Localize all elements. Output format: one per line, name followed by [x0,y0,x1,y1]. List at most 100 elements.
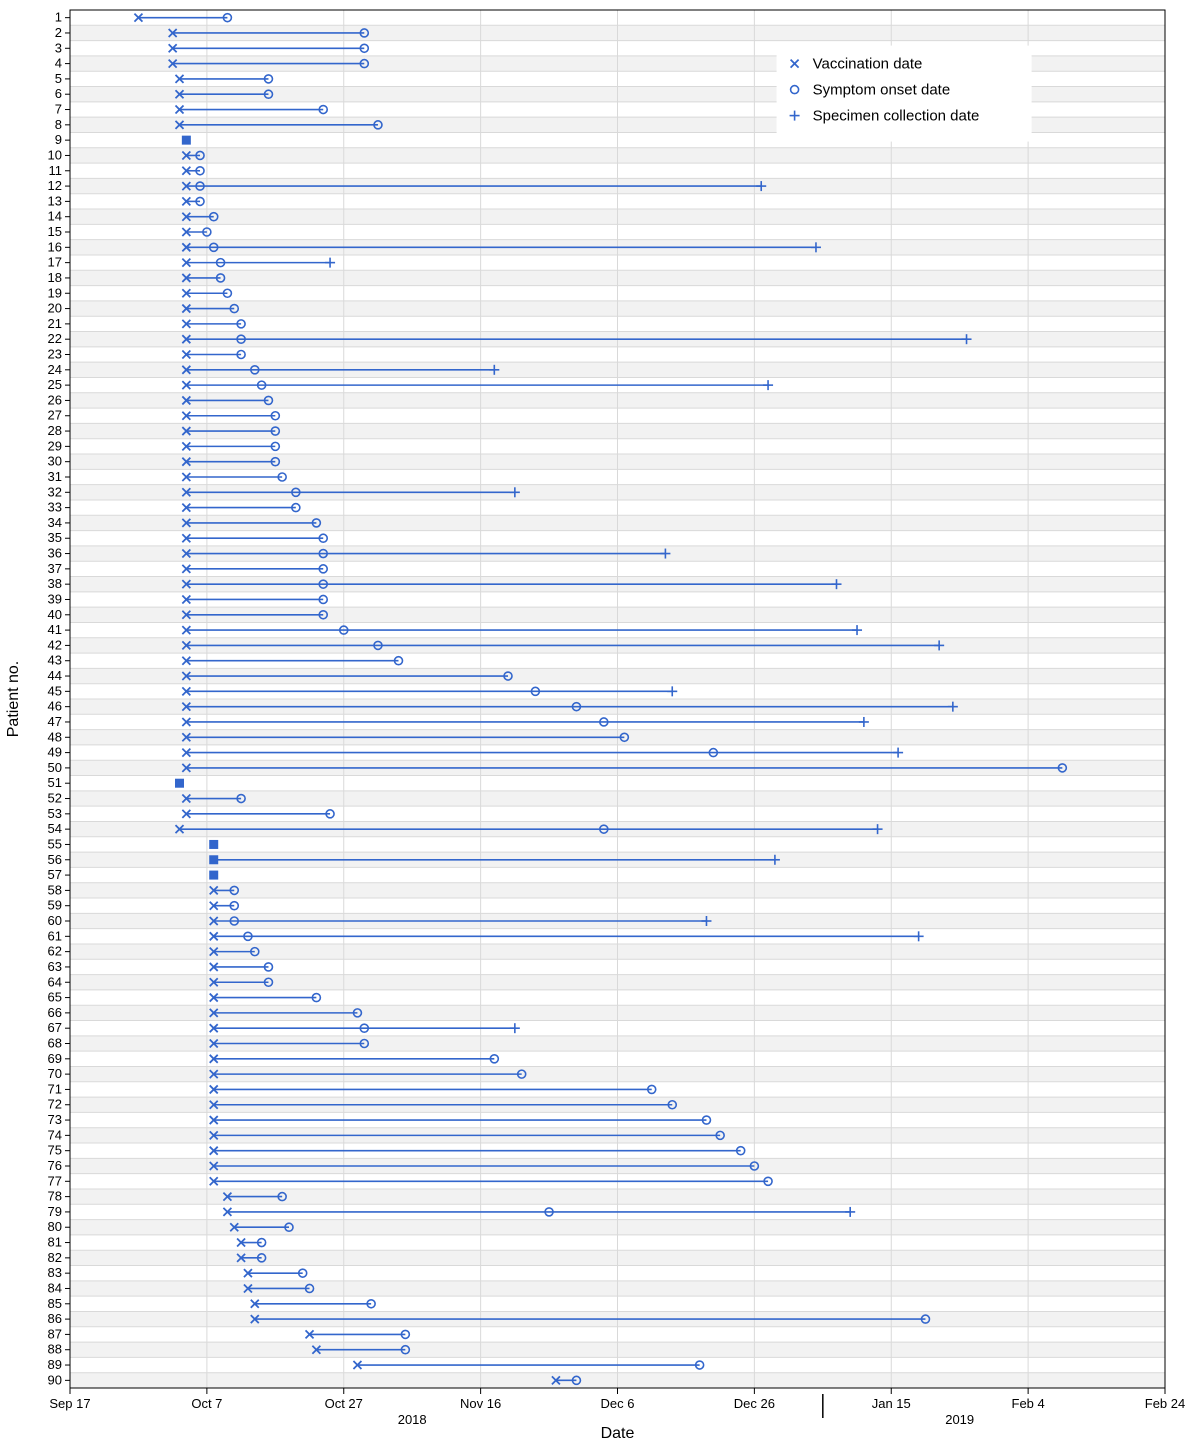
y-tick-label: 25 [48,377,62,392]
y-tick-label: 22 [48,331,62,346]
y-tick-label: 71 [48,1081,62,1096]
y-tick-label: 46 [48,699,62,714]
y-tick-label: 80 [48,1219,62,1234]
x-tick-label: Feb 4 [1012,1396,1045,1411]
y-tick-label: 2 [55,25,62,40]
y-tick-label: 68 [48,1036,62,1051]
y-tick-label: 33 [48,500,62,515]
x-year-label: 2019 [945,1412,974,1427]
y-tick-label: 84 [48,1280,62,1295]
y-tick-label: 41 [48,622,62,637]
y-tick-label: 55 [48,836,62,851]
x-tick-label: Sep 17 [49,1396,90,1411]
y-tick-label: 77 [48,1173,62,1188]
y-tick-label: 37 [48,561,62,576]
x-tick-label: Oct 27 [325,1396,363,1411]
y-tick-label: 31 [48,469,62,484]
y-tick-label: 54 [48,821,62,836]
y-tick-label: 50 [48,760,62,775]
y-tick-label: 15 [48,224,62,239]
y-tick-label: 81 [48,1235,62,1250]
y-tick-label: 18 [48,270,62,285]
y-tick-label: 82 [48,1250,62,1265]
y-tick-label: 87 [48,1326,62,1341]
x-tick-label: Jan 15 [872,1396,911,1411]
y-tick-label: 9 [55,132,62,147]
y-tick-label: 30 [48,454,62,469]
legend-item-label: Symptom onset date [813,82,951,99]
y-tick-label: 8 [55,117,62,132]
y-tick-label: 70 [48,1066,62,1081]
y-tick-label: 47 [48,714,62,729]
legend-item-label: Specimen collection date [813,108,980,125]
legend-item-label: Vaccination date [813,56,923,73]
y-tick-label: 14 [48,209,62,224]
y-tick-label: 75 [48,1143,62,1158]
y-tick-label: 49 [48,745,62,760]
x-tick-label: Oct 7 [191,1396,222,1411]
y-tick-label: 32 [48,484,62,499]
y-tick-label: 40 [48,607,62,622]
x-year-label: 2018 [398,1412,427,1427]
y-tick-label: 48 [48,729,62,744]
y-tick-label: 1 [55,10,62,25]
y-tick-label: 13 [48,193,62,208]
legend: Vaccination date Symptom onset date Specim… [777,46,1032,142]
y-tick-label: 11 [49,163,63,178]
y-tick-label: 36 [48,546,62,561]
timeline-chart: 1234567891011121314151617181920212223242… [0,0,1185,1448]
y-tick-label: 88 [48,1342,62,1357]
y-tick-label: 19 [48,285,62,300]
y-tick-label: 20 [48,301,62,316]
y-tick-label: 52 [48,791,62,806]
y-tick-label: 38 [48,576,62,591]
y-tick-label: 65 [48,990,62,1005]
y-tick-label: 79 [48,1204,62,1219]
y-tick-label: 7 [55,102,62,117]
y-tick-label: 67 [48,1020,62,1035]
y-tick-label: 17 [48,255,62,270]
y-tick-label: 76 [48,1158,62,1173]
y-tick-label: 16 [48,239,62,254]
y-tick-label: 89 [48,1357,62,1372]
y-tick-label: 90 [48,1372,62,1387]
y-tick-label: 6 [55,86,62,101]
y-tick-label: 59 [48,898,62,913]
y-tick-label: 51 [48,775,62,790]
y-tick-label: 57 [48,867,62,882]
y-tick-label: 83 [48,1265,62,1280]
y-tick-label: 4 [55,56,62,71]
y-tick-label: 27 [48,408,62,423]
y-tick-label: 42 [48,637,62,652]
y-tick-label: 26 [48,392,62,407]
y-tick-label: 78 [48,1189,62,1204]
y-tick-label: 85 [48,1296,62,1311]
y-tick-label: 24 [48,362,62,377]
y-tick-label: 21 [48,316,62,331]
chart-svg: 1234567891011121314151617181920212223242… [0,0,1185,1448]
y-tick-label: 45 [48,683,62,698]
y-tick-label: 58 [48,882,62,897]
y-tick-label: 34 [48,515,62,530]
x-axis-label: Date [601,1425,635,1442]
y-tick-label: 73 [48,1112,62,1127]
y-tick-label: 35 [48,530,62,545]
y-tick-label: 53 [48,806,62,821]
y-tick-label: 29 [48,438,62,453]
y-tick-label: 86 [48,1311,62,1326]
y-tick-label: 39 [48,591,62,606]
y-tick-label: 60 [48,913,62,928]
y-tick-label: 63 [48,959,62,974]
y-tick-label: 61 [48,928,62,943]
y-tick-label: 43 [48,653,62,668]
y-tick-label: 69 [48,1051,62,1066]
y-tick-label: 10 [48,147,62,162]
x-tick-label: Dec 26 [734,1396,775,1411]
y-tick-label: 56 [48,852,62,867]
y-tick-label: 12 [48,178,62,193]
y-tick-label: 28 [48,423,62,438]
y-tick-label: 64 [48,974,62,989]
x-tick-label: Dec 6 [601,1396,635,1411]
x-tick-label: Feb 24 [1145,1396,1185,1411]
y-tick-label: 74 [48,1127,62,1142]
